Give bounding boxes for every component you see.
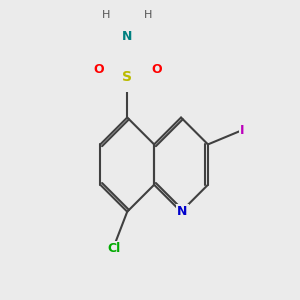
- Text: O: O: [93, 63, 104, 76]
- Text: I: I: [240, 124, 244, 137]
- Text: H: H: [144, 10, 152, 20]
- Text: N: N: [122, 30, 132, 43]
- Text: N: N: [177, 205, 187, 218]
- Text: O: O: [151, 63, 161, 76]
- Text: Cl: Cl: [107, 242, 120, 255]
- Text: S: S: [122, 70, 132, 84]
- Text: H: H: [102, 10, 110, 20]
